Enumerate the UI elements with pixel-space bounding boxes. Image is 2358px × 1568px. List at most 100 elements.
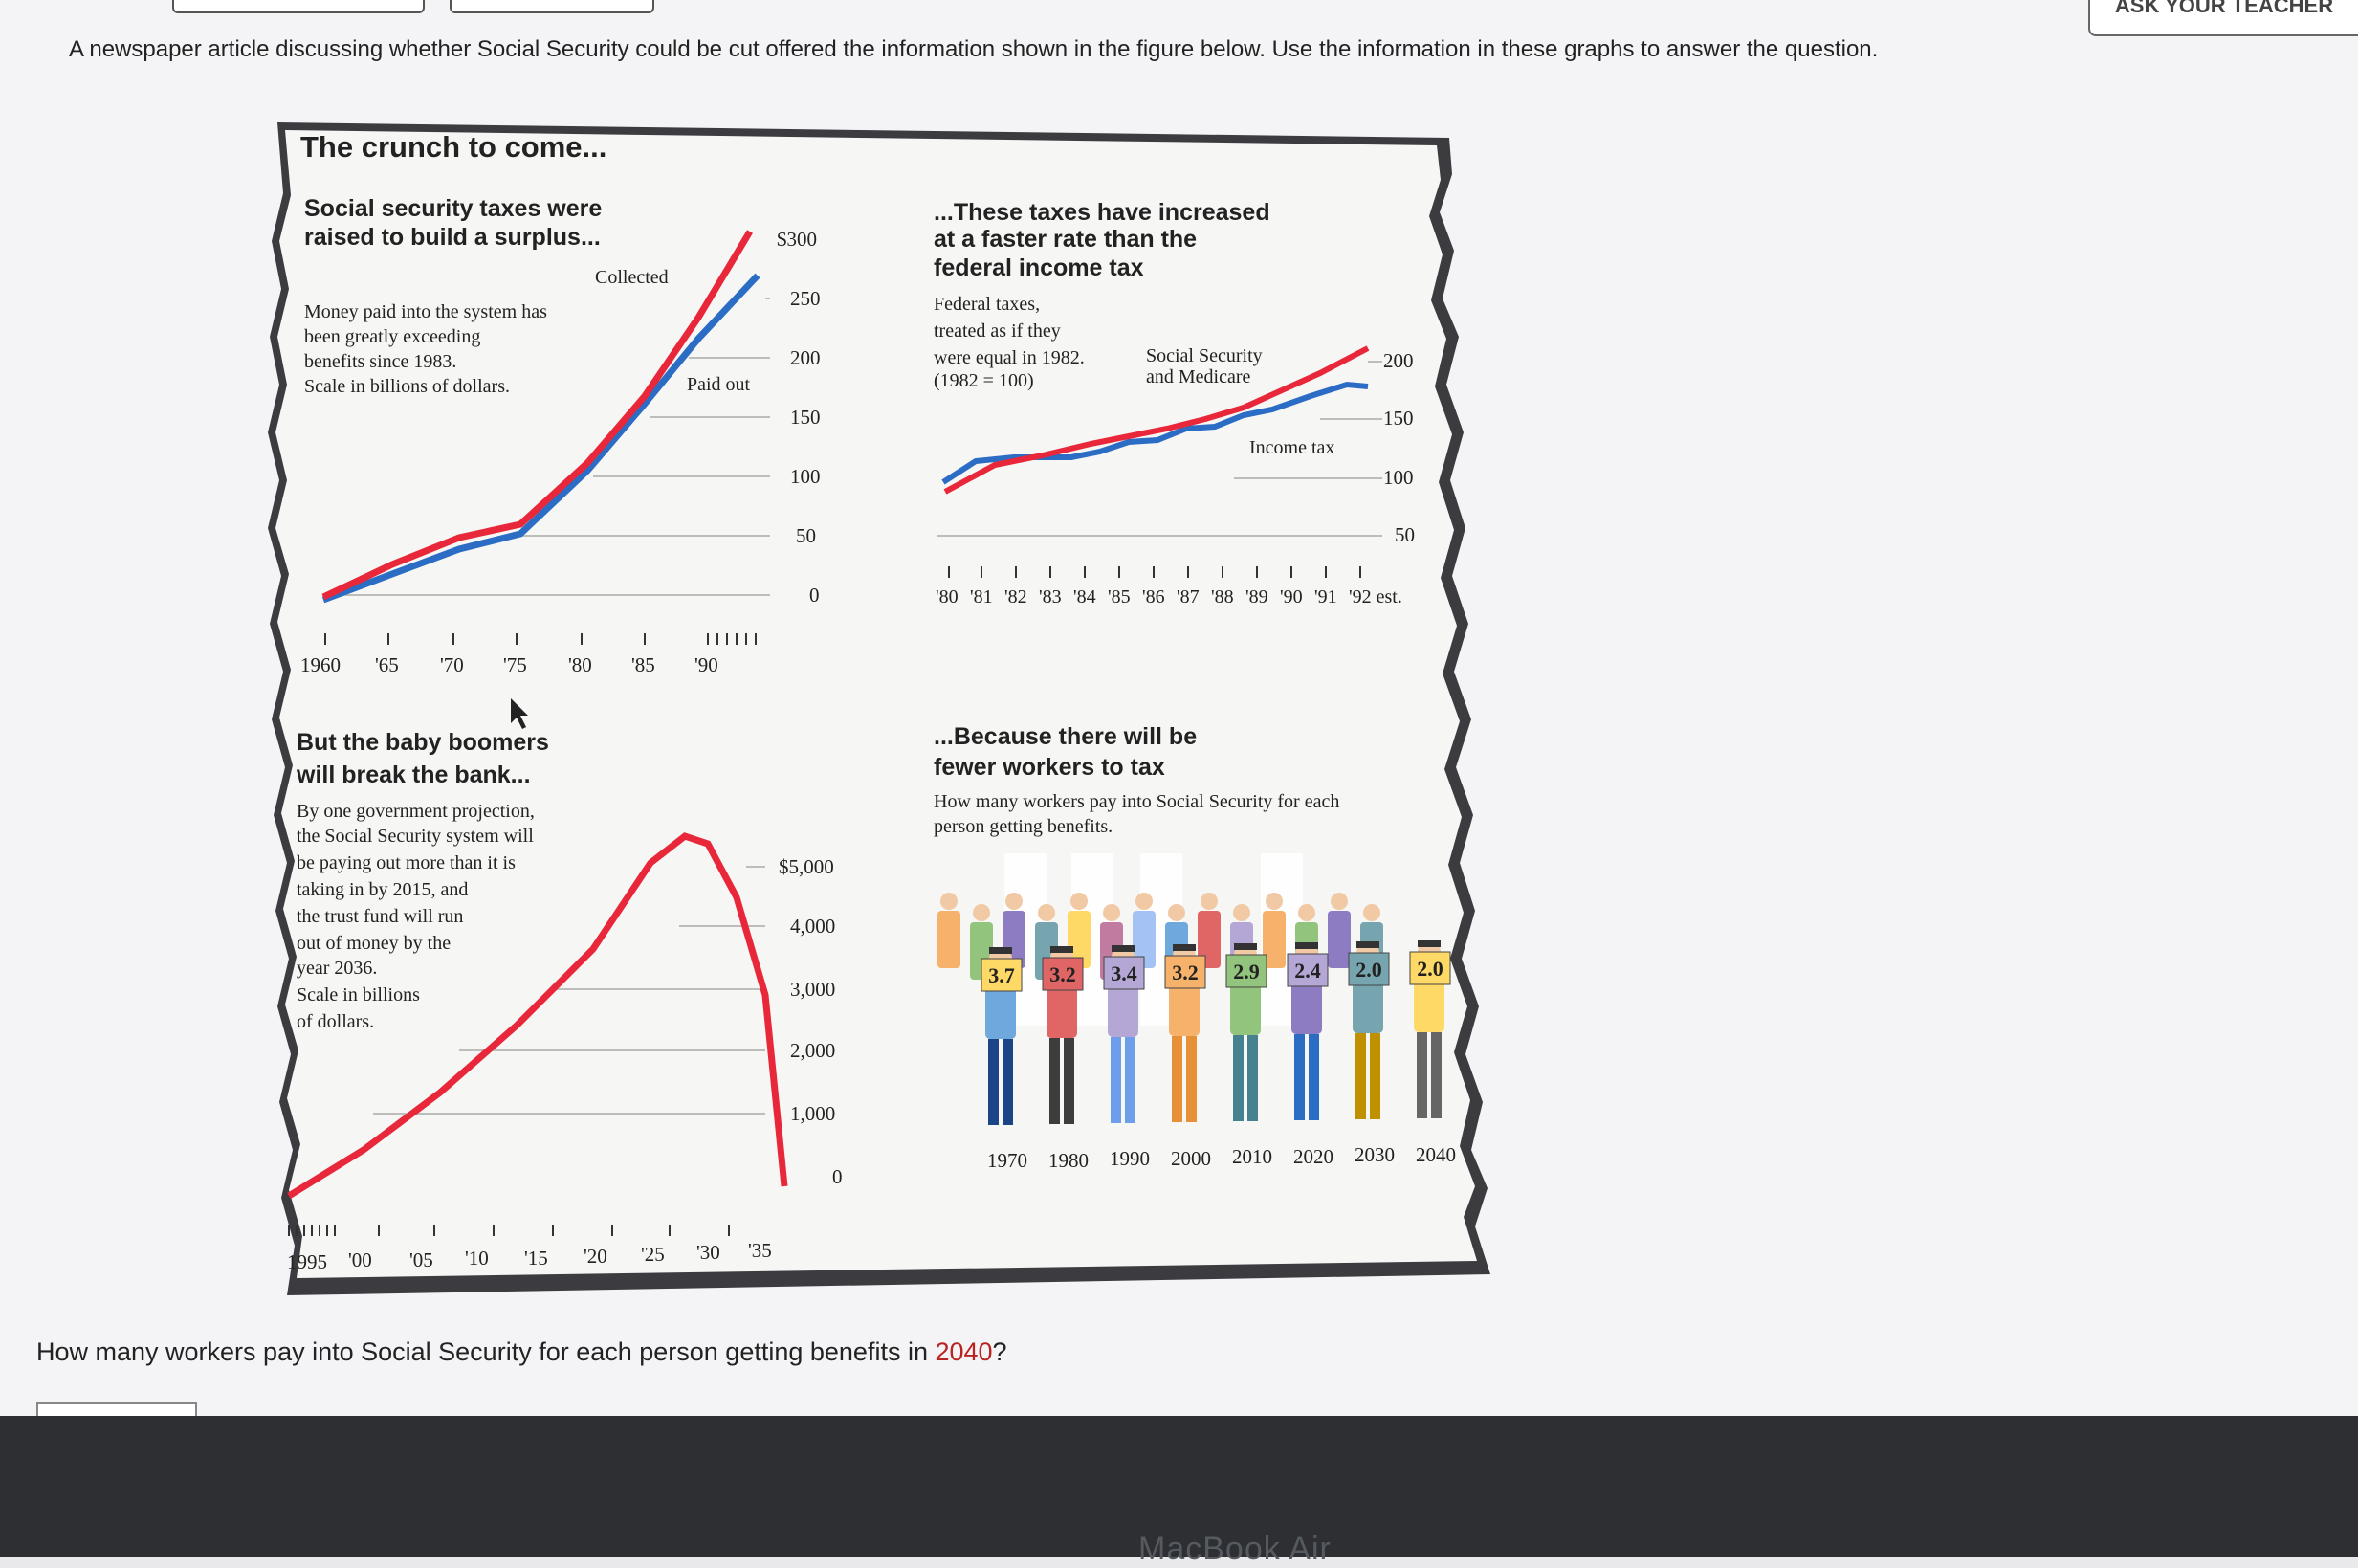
problem-prompt: A newspaper article discussing whether S… [69, 36, 1879, 62]
p3-xtick-00: '00 [348, 1248, 372, 1271]
ratio-label-2030: 2.0 [1355, 958, 1382, 982]
laptop-brand: MacBook Air [1138, 1531, 1332, 1567]
p3-xtick-35: '35 [748, 1239, 772, 1262]
panel3-note-line3: be paying out more than it is [297, 852, 516, 873]
p2-xtick-81: '81 [970, 586, 993, 607]
panel-taxes-surplus: Social security taxes were raised to bui… [300, 195, 821, 676]
p3-ytick-4000: 4,000 [790, 915, 835, 938]
question-text-before: How many workers pay into Social Securit… [36, 1337, 936, 1366]
p3-xtick-05: '05 [409, 1248, 433, 1271]
laptop-bezel [0, 1416, 2358, 1557]
p3-xtick-10: '10 [465, 1247, 489, 1270]
p4-year-2030: 2030 [1355, 1143, 1395, 1166]
ratio-label-box [1409, 951, 1451, 985]
panel2-note-line4: (1982 = 100) [934, 370, 1034, 391]
panel3-note-line7: year 2036. [297, 958, 377, 979]
worker-figure [1198, 893, 1221, 968]
p2-ytick-100: 100 [1383, 466, 1414, 489]
panel4-note-line1: How many workers pay into Social Securit… [934, 791, 1339, 812]
panel3-note-line1: By one government projection, [297, 801, 535, 822]
p1-xtick-85: '85 [631, 653, 655, 676]
panel2-heading-line3: federal income tax [934, 254, 1144, 281]
p4-year-2020: 2020 [1293, 1145, 1333, 1168]
panel2-note-line1: Federal taxes, [934, 294, 1040, 315]
worksheet-page: ASK YOUR TEACHER A newspaper article dis… [0, 0, 2358, 1450]
panel1-note-line2: been greatly exceeding [304, 326, 480, 347]
paid-out-line [321, 273, 760, 604]
ratio-label-2040: 2.0 [1417, 957, 1443, 981]
worker-figure [1328, 893, 1351, 968]
p3-xtick-25: '25 [641, 1243, 665, 1266]
panel1-note-line4: Scale in billions of dollars. [304, 376, 510, 397]
p2-xtick-85: '85 [1108, 586, 1131, 607]
p1-ytick-50: 50 [796, 524, 816, 547]
p1-ytick-0: 0 [809, 584, 820, 607]
p3-xtick-20: '20 [584, 1245, 607, 1268]
p2-ytick-50: 50 [1395, 523, 1415, 546]
panel2-heading-line1: ...These taxes have increased [934, 199, 1270, 226]
panel4-heading-line2: fewer workers to tax [934, 754, 1165, 781]
ratio-label-box [1348, 952, 1390, 986]
p3-ytick-1000: 1,000 [790, 1102, 835, 1125]
question-text: How many workers pay into Social Securit… [36, 1337, 1007, 1367]
ratio-label-box [1042, 957, 1084, 991]
p1-ytick-200: 200 [790, 346, 821, 369]
p1-xtick-90: '90 [694, 653, 718, 676]
p3-xtick-15: '15 [524, 1247, 548, 1270]
worker-figure [1068, 893, 1091, 968]
p1-ytick-250: 250 [790, 287, 821, 310]
panel3-note-line5: the trust fund will run [297, 906, 463, 927]
label-paid-out: Paid out [687, 374, 751, 395]
panel1-note-line3: benefits since 1983. [304, 351, 456, 372]
worker-figure [1133, 893, 1156, 968]
collected-line [321, 230, 754, 601]
p1-xtick-80: '80 [568, 653, 592, 676]
ratio-label-box [1287, 953, 1329, 987]
p1-ytick-100: 100 [790, 465, 821, 488]
panel1-heading-line1: Social security taxes were [304, 195, 602, 222]
panel3-heading-line2: will break the bank... [296, 762, 531, 788]
ask-teacher-button[interactable]: ASK YOUR TEACHER [2088, 0, 2358, 36]
panel3-heading-line1: But the baby boomers [297, 729, 549, 756]
p2-xtick-86: '86 [1142, 586, 1165, 607]
p2-xtick-82: '82 [1004, 586, 1027, 607]
p3-xtick-30: '30 [696, 1241, 720, 1264]
p3-ytick-2000: 2,000 [790, 1039, 835, 1062]
label-income-tax: Income tax [1249, 437, 1334, 458]
p2-xtick-90: '90 [1280, 586, 1303, 607]
panel4-heading-line1: ...Because there will be [934, 723, 1197, 750]
panel3-note-line8: Scale in billions [297, 984, 420, 1005]
label-collected: Collected [595, 267, 669, 288]
question-text-after: ? [992, 1337, 1007, 1366]
p2-ytick-200: 200 [1383, 349, 1414, 372]
ratio-label-2010: 2.9 [1233, 960, 1260, 983]
p3-xtick-1995: 1995 [287, 1250, 327, 1273]
p1-ytick-300: $300 [777, 228, 817, 251]
question-year: 2040 [935, 1337, 993, 1366]
social-security-line [943, 345, 1370, 495]
label-social-security-2: and Medicare [1146, 366, 1251, 387]
panel-baby-boomers: But the baby boomers will break the bank… [287, 729, 843, 1273]
newspaper-figure: The crunch to come... Social security ta… [268, 122, 1490, 1295]
worker-ratio-labels: 3.7 3.2 3.4 3.2 2.9 2.4 2.0 2.0 [981, 951, 1451, 992]
p1-ytick-150: 150 [790, 406, 821, 429]
panel2-note-line3: were equal in 1982. [934, 347, 1085, 368]
p4-year-1980: 1980 [1048, 1149, 1089, 1172]
worker-figure [1263, 893, 1286, 968]
top-button-right[interactable] [450, 0, 654, 13]
p2-xtick-87: '87 [1177, 586, 1200, 607]
label-social-security-1: Social Security [1146, 345, 1263, 366]
p4-year-1990: 1990 [1110, 1147, 1150, 1170]
p4-year-2010: 2010 [1232, 1145, 1272, 1168]
top-button-left[interactable] [172, 0, 425, 13]
p3-ytick-0: 0 [832, 1165, 843, 1188]
ratio-label-box [1103, 956, 1145, 990]
panel3-note-line2: the Social Security system will [297, 826, 534, 847]
panel1-note-line1: Money paid into the system has [304, 301, 547, 322]
p2-xtick-88: '88 [1211, 586, 1234, 607]
p4-year-2040: 2040 [1416, 1143, 1456, 1166]
p2-xtick-89: '89 [1245, 586, 1268, 607]
ratio-label-2000: 3.2 [1172, 961, 1199, 984]
p1-xtick-1960: 1960 [300, 653, 341, 676]
figure-title: The crunch to come... [300, 130, 606, 164]
